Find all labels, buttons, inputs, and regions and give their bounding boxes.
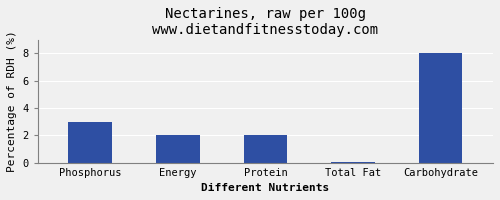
X-axis label: Different Nutrients: Different Nutrients <box>202 183 330 193</box>
Bar <box>244 135 288 163</box>
Bar <box>156 135 200 163</box>
Title: Nectarines, raw per 100g
www.dietandfitnesstoday.com: Nectarines, raw per 100g www.dietandfitn… <box>152 7 378 37</box>
Bar <box>418 53 463 163</box>
Y-axis label: Percentage of RDH (%): Percentage of RDH (%) <box>7 30 17 172</box>
Bar <box>331 162 375 163</box>
Bar <box>68 122 112 163</box>
